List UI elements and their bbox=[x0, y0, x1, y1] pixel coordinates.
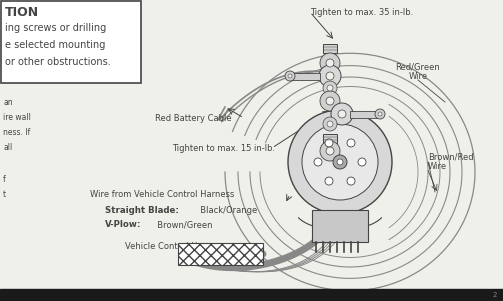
Text: Red/Green
Wire: Red/Green Wire bbox=[396, 62, 440, 81]
Text: TION: TION bbox=[5, 6, 39, 19]
Text: Straight Blade:: Straight Blade: bbox=[105, 206, 179, 215]
Circle shape bbox=[338, 110, 346, 118]
Circle shape bbox=[347, 177, 355, 185]
Text: all: all bbox=[3, 143, 12, 152]
Bar bbox=[312, 210, 368, 242]
Circle shape bbox=[302, 124, 378, 200]
Text: t: t bbox=[3, 190, 6, 199]
Text: e selected mounting: e selected mounting bbox=[5, 40, 105, 50]
Bar bbox=[178, 243, 263, 265]
Circle shape bbox=[331, 103, 353, 125]
Circle shape bbox=[333, 155, 347, 169]
Circle shape bbox=[320, 53, 340, 73]
Text: Red Battery Cable: Red Battery Cable bbox=[155, 114, 231, 123]
Text: 2: 2 bbox=[492, 292, 497, 298]
Circle shape bbox=[314, 158, 322, 166]
Bar bbox=[350, 111, 380, 118]
Circle shape bbox=[326, 147, 334, 155]
Circle shape bbox=[320, 91, 340, 111]
Bar bbox=[1, 1, 141, 83]
Text: Vehicle Control Harness: Vehicle Control Harness bbox=[125, 242, 225, 251]
Text: an: an bbox=[3, 98, 13, 107]
Circle shape bbox=[323, 117, 337, 131]
Text: Tighten to max. 35 in‑lb.: Tighten to max. 35 in‑lb. bbox=[310, 8, 413, 17]
Text: f: f bbox=[3, 175, 6, 184]
Circle shape bbox=[337, 159, 343, 165]
Bar bbox=[0, 289, 503, 301]
Circle shape bbox=[288, 74, 292, 78]
Circle shape bbox=[326, 59, 334, 67]
Text: Brown/Red
Wire: Brown/Red Wire bbox=[428, 152, 474, 171]
Text: Brown/Green: Brown/Green bbox=[152, 220, 212, 229]
Bar bbox=[290, 73, 320, 80]
Circle shape bbox=[358, 158, 366, 166]
Circle shape bbox=[326, 72, 334, 80]
Circle shape bbox=[347, 139, 355, 147]
Text: ness. If: ness. If bbox=[3, 128, 30, 137]
Bar bbox=[323, 44, 337, 53]
Circle shape bbox=[325, 177, 333, 185]
Text: or other obstructions.: or other obstructions. bbox=[5, 57, 111, 67]
Circle shape bbox=[327, 121, 333, 127]
Circle shape bbox=[375, 109, 385, 119]
Text: Wire from Vehicle Control Harness: Wire from Vehicle Control Harness bbox=[90, 190, 234, 199]
Circle shape bbox=[378, 112, 382, 116]
Circle shape bbox=[319, 65, 341, 87]
Circle shape bbox=[285, 71, 295, 81]
Circle shape bbox=[327, 85, 333, 91]
Circle shape bbox=[288, 110, 392, 214]
Circle shape bbox=[325, 139, 333, 147]
Text: Black/Orange: Black/Orange bbox=[195, 206, 257, 215]
Text: Tighten to max. 15 in‑lb.: Tighten to max. 15 in‑lb. bbox=[172, 144, 275, 153]
Text: ing screws or drilling: ing screws or drilling bbox=[5, 23, 106, 33]
Circle shape bbox=[320, 141, 340, 161]
Text: V-Plow:: V-Plow: bbox=[105, 220, 141, 229]
Circle shape bbox=[326, 97, 334, 105]
Circle shape bbox=[323, 81, 337, 95]
Bar bbox=[323, 134, 337, 143]
Text: ire wall: ire wall bbox=[3, 113, 31, 122]
